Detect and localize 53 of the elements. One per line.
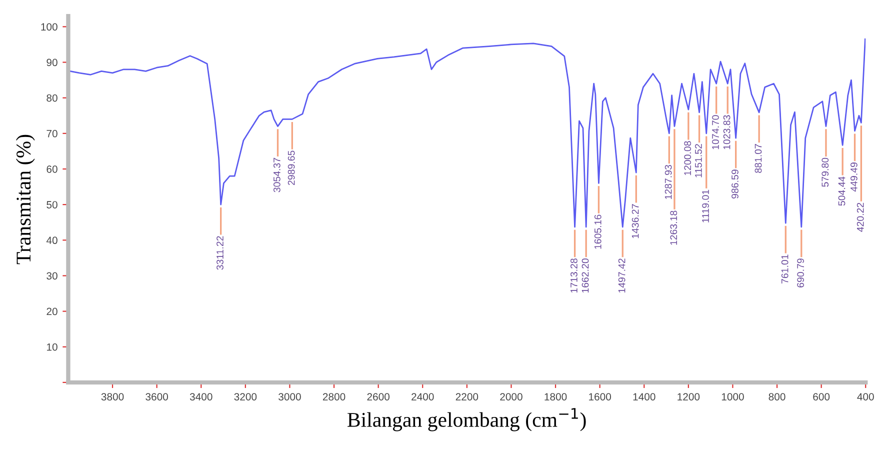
y-tick-label: 80 — [46, 94, 58, 102]
x-tick-label: 3400 — [190, 393, 212, 400]
x-axis-title: Bilangan gelombang (cm$^{−1}$) — [348, 408, 586, 432]
annotation: 579.80 — [822, 158, 829, 187]
x-tick-label: 1400 — [633, 393, 656, 400]
y-tick-label: 50 — [46, 201, 58, 208]
annotation: 1263.18 — [670, 210, 678, 245]
y-tick-label: 20 — [46, 308, 58, 316]
annotation: 1074.70 — [712, 115, 719, 150]
x-tick-label: 2400 — [412, 393, 434, 400]
x-tick-label: 800 — [768, 393, 786, 400]
x-tick-label: 400 — [857, 393, 874, 400]
y-tick-label: 30 — [46, 272, 58, 280]
x-tick-label: 3600 — [146, 393, 168, 400]
x-tick-label: 2800 — [322, 393, 346, 400]
x-tick-label: 1600 — [589, 393, 611, 400]
x-tick-label: 3800 — [101, 393, 124, 400]
x-tick-label: 3200 — [234, 393, 257, 400]
x-tick-label: 1200 — [678, 393, 700, 400]
y-tick-label: 10 — [47, 343, 58, 351]
annotation: 3311.22 — [216, 236, 224, 270]
x-tick-label: 2000 — [500, 393, 522, 400]
annotation: 3054.37 — [273, 158, 280, 192]
annotation: 2989.65 — [288, 150, 295, 185]
annotation: 761.01 — [781, 254, 788, 284]
y-tick-label: 90 — [46, 58, 58, 66]
y-tick-label: 100 — [41, 23, 58, 31]
annotation: 1200.08 — [684, 141, 692, 176]
y-tick-label: 40 — [46, 236, 58, 244]
annotation: 1287.93 — [664, 164, 672, 199]
annotation: 881.07 — [754, 144, 762, 173]
annotation: 420.22 — [856, 202, 864, 232]
y-tick-label: 70 — [46, 130, 58, 138]
annotation: 504.44 — [838, 176, 846, 206]
x-tick-label: 2600 — [367, 393, 390, 400]
y-tick-label: 60 — [46, 165, 58, 173]
annotation: 1662.20 — [582, 258, 589, 293]
x-tick-label: 2200 — [456, 393, 478, 400]
annotation: 1023.83 — [723, 115, 730, 150]
x-tick-label: 1800 — [544, 393, 567, 400]
annotation: 1605.16 — [594, 214, 602, 249]
x-tick-label: 1000 — [722, 393, 744, 400]
annotation: 1497.42 — [618, 258, 626, 293]
y-axis-title: Transmitan (%) — [16, 134, 35, 264]
annotation: 986.59 — [732, 170, 738, 198]
annotation: 690.79 — [797, 258, 804, 288]
x-tick-label: 3000 — [278, 393, 301, 400]
annotation: 1119.01 — [702, 190, 709, 222]
x-tick-label: 600 — [813, 393, 830, 400]
annotation: 1713.28 — [570, 258, 578, 293]
annotation: 1151.52 — [695, 144, 702, 178]
annotation: 449.49 — [850, 162, 858, 192]
annotation: 1436.27 — [632, 204, 639, 238]
